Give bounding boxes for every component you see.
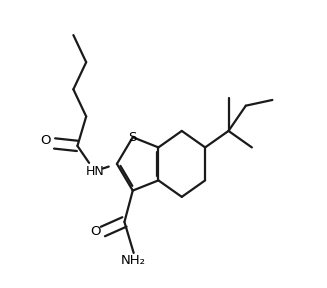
Text: S: S (129, 131, 137, 144)
Text: HN: HN (85, 165, 104, 178)
Text: O: O (91, 225, 101, 238)
Text: NH₂: NH₂ (121, 253, 146, 267)
Text: O: O (41, 134, 51, 147)
